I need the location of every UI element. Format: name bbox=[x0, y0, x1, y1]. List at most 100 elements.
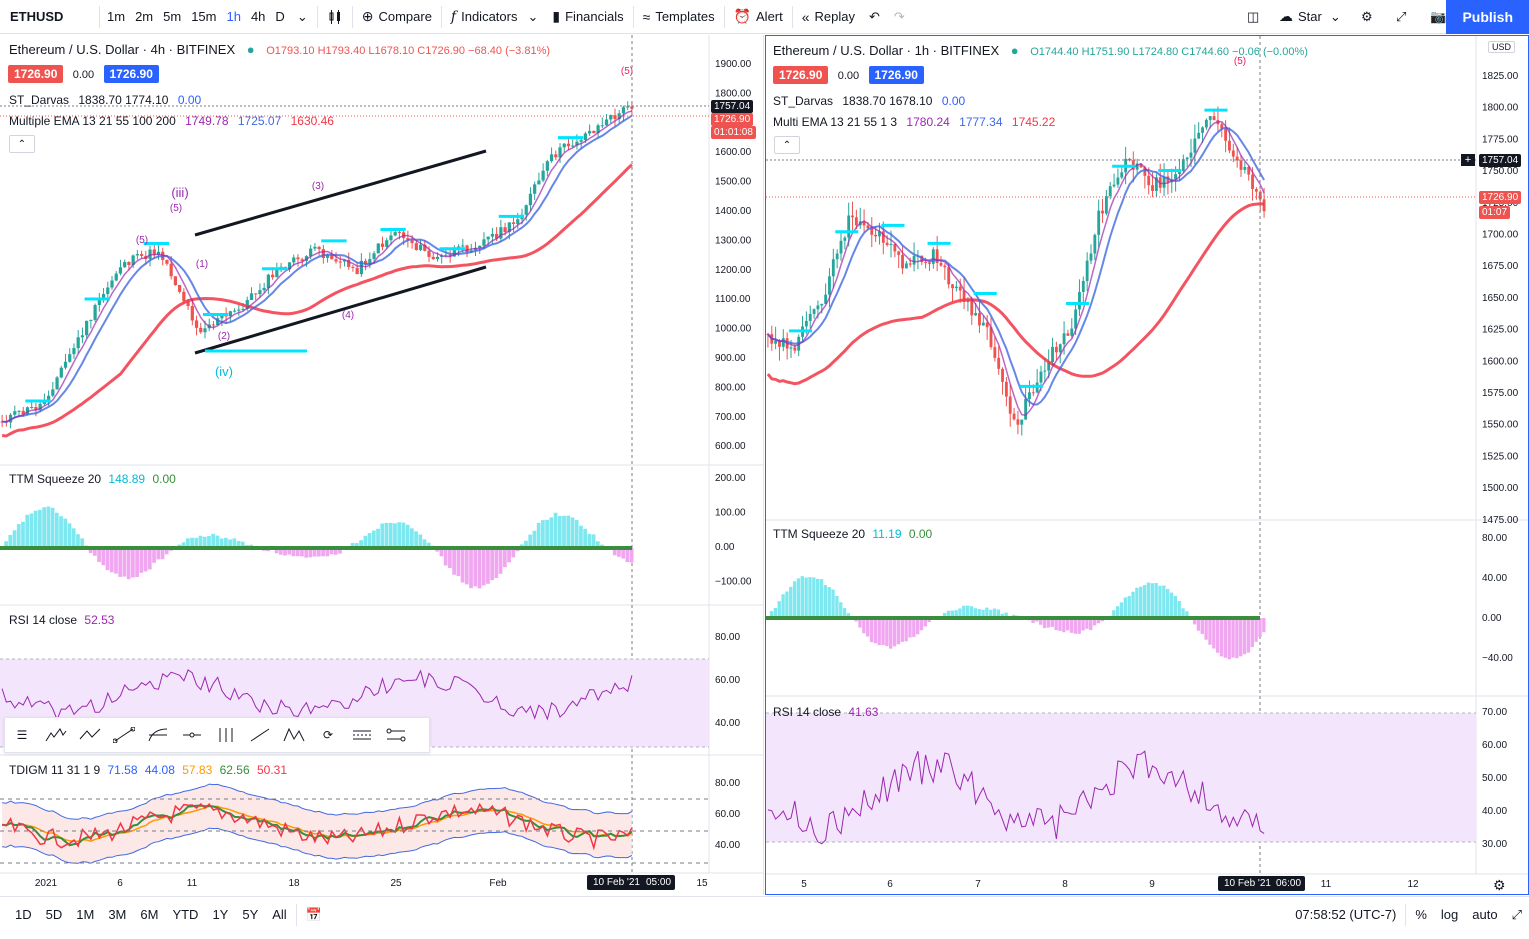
bid-price[interactable]: 1726.90 bbox=[773, 66, 829, 84]
candle-body bbox=[80, 335, 85, 338]
goto-date-button[interactable]: 📅 bbox=[299, 907, 329, 923]
clock-display[interactable]: 07:58:52 (UTC-7) bbox=[1295, 907, 1397, 922]
chart-settings-button[interactable]: ⚙ bbox=[1493, 877, 1506, 894]
candle-body bbox=[1101, 210, 1104, 214]
candle-body bbox=[266, 274, 271, 288]
indicator-axis-label: 60.00 bbox=[715, 809, 740, 820]
log-toggle[interactable]: log bbox=[1440, 907, 1459, 922]
left-tdi-legend[interactable]: TDIGM 11 31 1 9 71.58 44.08 57.83 62.56 … bbox=[9, 763, 287, 777]
compare-button[interactable]: ⊕ Compare bbox=[355, 0, 439, 34]
range-ytd[interactable]: YTD bbox=[172, 907, 199, 922]
right-chart[interactable]: 1825.001800.001775.001750.001725.001700.… bbox=[765, 35, 1529, 895]
indicators-button[interactable]: f Indicators ⌄ bbox=[444, 0, 545, 34]
replay-button[interactable]: « Replay bbox=[795, 0, 862, 34]
timeframe-5m[interactable]: 5m bbox=[163, 9, 182, 24]
timeframe-1h[interactable]: 1h bbox=[226, 9, 241, 24]
legend-collapse-button[interactable]: ⌃ bbox=[774, 136, 800, 154]
redo-button[interactable]: ↷ bbox=[887, 0, 912, 34]
range-5d[interactable]: 5D bbox=[45, 907, 63, 922]
ttm-bar bbox=[135, 548, 139, 577]
layout-button[interactable]: ◫ bbox=[1240, 0, 1266, 34]
range-1y[interactable]: 1Y bbox=[212, 907, 229, 922]
percent-toggle[interactable]: % bbox=[1415, 907, 1427, 922]
snapshot-button[interactable]: 📷 bbox=[1423, 0, 1453, 34]
financials-button[interactable]: ▮ Financials bbox=[545, 0, 630, 34]
ttm-bar bbox=[1031, 618, 1035, 623]
chart-type-button[interactable] bbox=[320, 0, 350, 34]
drawing-menu-button[interactable]: ☰ bbox=[5, 720, 39, 750]
ask-price[interactable]: 1726.90 bbox=[103, 65, 159, 83]
timeframe-4h[interactable]: 4h bbox=[250, 9, 266, 24]
time-axis-label: 9 bbox=[1149, 879, 1155, 890]
regression-tool[interactable] bbox=[345, 720, 379, 750]
elliott-abc-tool[interactable] bbox=[73, 720, 107, 750]
ray-tool[interactable] bbox=[243, 720, 277, 750]
timeframe-15m[interactable]: 15m bbox=[191, 9, 217, 24]
candle-body bbox=[1004, 381, 1008, 397]
range-1m[interactable]: 1M bbox=[76, 907, 95, 922]
timeframe-dropdown[interactable]: ⌄ bbox=[290, 0, 315, 34]
timeframe-D[interactable]: D bbox=[275, 9, 285, 24]
timeframe-2m[interactable]: 2m bbox=[135, 9, 154, 24]
ttm-label: TTM Squeeze 20 bbox=[773, 527, 866, 541]
right-ema-legend[interactable]: Multi EMA 13 21 55 1 3 1780.24 1777.34 1… bbox=[773, 115, 1055, 129]
right-chart-canvas[interactable]: 1825.001800.001775.001750.001725.001700.… bbox=[766, 36, 1528, 894]
candle-body bbox=[1251, 174, 1254, 190]
right-rsi-legend[interactable]: RSI 14 close 41.63 bbox=[773, 705, 878, 719]
ttm-bar bbox=[954, 610, 958, 618]
ttm-bar bbox=[916, 618, 920, 635]
range-3m[interactable]: 3M bbox=[108, 907, 127, 922]
undo-button[interactable]: ↶ bbox=[862, 0, 887, 34]
symbol-search[interactable]: ETHUSD bbox=[10, 9, 64, 24]
bid-price[interactable]: 1726.90 bbox=[8, 65, 64, 83]
candle-body bbox=[482, 239, 486, 246]
auto-toggle[interactable]: auto bbox=[1472, 907, 1498, 922]
left-ema-legend[interactable]: Multiple EMA 13 21 55 100 200 1749.78 17… bbox=[9, 114, 334, 128]
timeframe-1m[interactable]: 1m bbox=[107, 9, 126, 24]
ttm-bar bbox=[846, 613, 851, 618]
indicator-axis-label: 40.00 bbox=[1482, 806, 1507, 817]
range-all[interactable]: All bbox=[272, 907, 287, 922]
wave-abc-icon bbox=[79, 728, 101, 740]
right-ttm-legend[interactable]: TTM Squeeze 20 11.19 0.00 bbox=[773, 527, 932, 541]
range-tool[interactable] bbox=[379, 720, 413, 750]
publish-button[interactable]: Publish bbox=[1446, 0, 1529, 34]
price-axis-label: 900.00 bbox=[715, 353, 746, 364]
ttm-bar bbox=[532, 530, 537, 548]
currency-label[interactable]: USD bbox=[1488, 41, 1516, 53]
right-darvas-legend[interactable]: ST_Darvas 1838.70 1678.10 0.00 bbox=[773, 94, 965, 108]
left-ttm-legend[interactable]: TTM Squeeze 20 148.89 0.00 bbox=[9, 472, 176, 486]
fib-tool[interactable] bbox=[141, 720, 175, 750]
left-darvas-legend[interactable]: ST_Darvas 1838.70 1774.10 0.00 bbox=[9, 93, 201, 107]
range-6m[interactable]: 6M bbox=[140, 907, 159, 922]
horizontal-ray-tool[interactable] bbox=[175, 720, 209, 750]
ttm-bar bbox=[792, 581, 797, 618]
trend-line-tool[interactable] bbox=[107, 720, 141, 750]
pattern-tool[interactable] bbox=[277, 720, 311, 750]
chart-divider[interactable] bbox=[763, 35, 764, 895]
left-chart[interactable]: 1900.001800.001700.001600.001500.001400.… bbox=[0, 35, 763, 895]
ttm-bar bbox=[989, 609, 993, 618]
left-rsi-legend[interactable]: RSI 14 close 52.53 bbox=[9, 613, 114, 627]
cycle-tool[interactable]: ⟳ bbox=[311, 720, 345, 750]
ask-price[interactable]: 1726.90 bbox=[868, 66, 924, 84]
candle-body bbox=[947, 267, 951, 285]
star-button[interactable]: ☁ Star ⌄ bbox=[1272, 0, 1348, 34]
add-alert-button[interactable]: + bbox=[1461, 154, 1475, 166]
range-5y[interactable]: 5Y bbox=[242, 907, 259, 922]
settings-button[interactable]: ⚙ bbox=[1354, 0, 1380, 34]
fit-button[interactable]: ⤢ bbox=[1505, 907, 1529, 923]
candle-body bbox=[1120, 172, 1124, 178]
range-1d[interactable]: 1D bbox=[15, 907, 32, 922]
legend-collapse-button[interactable]: ⌃ bbox=[9, 135, 35, 153]
elliott-impulse-tool[interactable] bbox=[39, 720, 73, 750]
candle-body bbox=[881, 231, 885, 243]
right-title-legend: Ethereum / U.S. Dollar · 1h · BITFINEX ●… bbox=[773, 43, 1308, 58]
alert-button[interactable]: ⏰ Alert bbox=[727, 0, 790, 34]
vertical-lines-tool[interactable] bbox=[209, 720, 243, 750]
candle-body bbox=[1108, 186, 1112, 197]
candle-body bbox=[499, 227, 503, 239]
fullscreen-button[interactable]: ⤢ bbox=[1389, 0, 1413, 34]
candle-body bbox=[461, 245, 465, 247]
templates-button[interactable]: ≈ Templates bbox=[636, 0, 722, 34]
